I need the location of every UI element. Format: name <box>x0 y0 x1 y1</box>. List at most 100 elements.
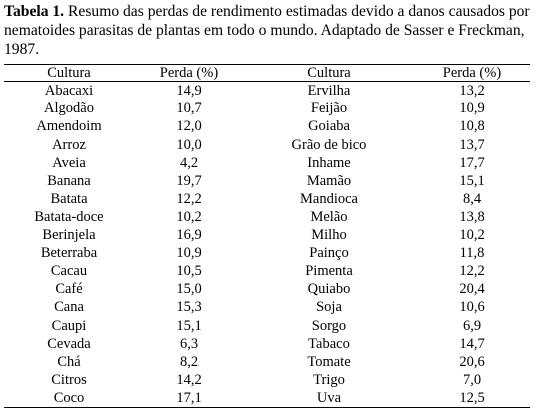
table-row: Café 15,0 Quiabo 20,4 <box>4 281 530 299</box>
loss-cell: 4,2 <box>179 154 199 171</box>
caption-label: Tabela 1. <box>4 3 65 20</box>
table-row: Abacaxi 14,9 Ervilha 13,2 <box>4 82 530 100</box>
loss-cell: 10,7 <box>176 100 202 117</box>
table-row: Cevada 6,3 Tabaco 14,7 <box>4 335 530 353</box>
crop-cell: Chá <box>57 353 81 370</box>
loss-cell: 10,0 <box>176 136 202 153</box>
crop-cell: Caupi <box>51 317 87 334</box>
header-cell: Perda (%) <box>159 64 219 81</box>
header-cell: Perda (%) <box>442 64 502 81</box>
crop-cell: Café <box>55 281 83 298</box>
table-row: Amendoim 12,0 Goiaba 10,8 <box>4 118 530 136</box>
table-row: Coco 17,1 Uva 12,5 <box>4 389 530 408</box>
table-row: Chá 8,2 Tomate 20,6 <box>4 353 530 371</box>
header-row: Cultura Perda (%) Cultura Perda (%) <box>4 64 530 82</box>
loss-cell: 7,0 <box>462 371 482 388</box>
loss-cell: 11,8 <box>459 245 485 262</box>
crop-cell: Tabaco <box>308 335 350 352</box>
crop-cell: Cana <box>54 299 84 316</box>
crop-cell: Citros <box>51 371 87 388</box>
loss-cell: 15,1 <box>176 317 202 334</box>
crop-cell: Ervilha <box>307 82 351 99</box>
crop-cell: Cevada <box>47 335 91 352</box>
loss-cell: 13,8 <box>459 208 485 225</box>
crop-cell: Sorgo <box>311 317 347 334</box>
loss-cell: 13,2 <box>459 82 485 99</box>
loss-cell: 15,1 <box>459 172 485 189</box>
loss-cell: 12,0 <box>176 118 202 135</box>
loss-cell: 6,3 <box>179 335 199 352</box>
loss-cell: 14,7 <box>459 335 485 352</box>
table-row: Caupi 15,1 Sorgo 6,9 <box>4 317 530 335</box>
crop-cell: Trigo <box>313 371 345 388</box>
loss-cell: 17,7 <box>459 154 485 171</box>
loss-cell: 12,2 <box>176 190 202 207</box>
crop-cell: Feijão <box>310 100 348 117</box>
loss-cell: 15,3 <box>176 299 202 316</box>
table-row: Cana 15,3 Soja 10,6 <box>4 299 530 317</box>
crop-cell: Tomate <box>307 353 351 370</box>
crop-cell: Melão <box>310 208 348 225</box>
crop-cell: Abacaxi <box>44 82 94 99</box>
crop-cell: Algodão <box>44 100 94 117</box>
caption-text: Resumo das perdas de rendimento estimada… <box>4 3 530 58</box>
header-cell: Cultura <box>307 64 351 81</box>
crop-cell: Aveia <box>52 154 86 171</box>
loss-cell: 12,5 <box>459 389 485 406</box>
crop-cell: Pimenta <box>305 263 353 280</box>
crop-cell: Soja <box>316 299 342 316</box>
crop-cell: Cacau <box>50 263 88 280</box>
loss-cell: 12,2 <box>459 263 485 280</box>
table-row: Citros 14,2 Trigo 7,0 <box>4 371 530 389</box>
loss-cell: 17,1 <box>176 389 202 406</box>
crop-cell: Banana <box>47 172 91 189</box>
loss-cell: 13,7 <box>459 136 485 153</box>
table-row: Batata-doce 10,2 Melão 13,8 <box>4 208 530 226</box>
loss-cell: 6,9 <box>462 317 482 334</box>
table-row: Beterraba 10,9 Painço 11,8 <box>4 244 530 262</box>
crop-cell: Milho <box>311 227 347 244</box>
crop-cell: Painço <box>309 245 349 262</box>
loss-cell: 10,8 <box>459 118 485 135</box>
crop-cell: Arroz <box>52 136 86 153</box>
crop-cell: Goiaba <box>308 118 350 135</box>
loss-cell: 8,2 <box>179 353 199 370</box>
table-row: Arroz 10,0 Grão de bico 13,7 <box>4 136 530 154</box>
loss-cell: 10,6 <box>459 299 485 316</box>
table-row: Banana 19,7 Mamão 15,1 <box>4 172 530 190</box>
crop-cell: Mamão <box>306 172 352 189</box>
loss-cell: 20,6 <box>459 353 485 370</box>
table-header: Cultura Perda (%) Cultura Perda (%) <box>4 64 530 82</box>
loss-cell: 20,4 <box>459 281 485 298</box>
table-row: Batata 12,2 Mandioca 8,4 <box>4 190 530 208</box>
crop-cell: Batata-doce <box>34 208 104 225</box>
crop-cell: Amendoim <box>36 118 102 135</box>
caption: Tabela 1. Resumo das perdas de rendiment… <box>4 2 532 59</box>
loss-cell: 8,4 <box>462 190 482 207</box>
crop-cell: Beterraba <box>40 245 98 262</box>
loss-cell: 14,2 <box>176 371 202 388</box>
crop-cell: Inhame <box>307 154 351 171</box>
loss-cell: 10,9 <box>176 245 202 262</box>
crop-cell: Berinjela <box>42 227 96 244</box>
table-row: Aveia 4,2 Inhame 17,7 <box>4 154 530 172</box>
crop-cell: Coco <box>53 389 85 406</box>
loss-cell: 16,9 <box>176 227 202 244</box>
crop-cell: Grão de bico <box>291 136 367 153</box>
crop-cell: Mandioca <box>300 190 358 207</box>
loss-cell: 10,5 <box>176 263 202 280</box>
table-body: Abacaxi 14,9 Ervilha 13,2 Algodão 10,7 Feijão 1… <box>4 82 530 408</box>
loss-cell: 10,2 <box>459 227 485 244</box>
loss-cell: 19,7 <box>176 172 202 189</box>
loss-cell: 10,9 <box>459 100 485 117</box>
crop-cell: Uva <box>316 389 342 406</box>
table: Cultura Perda (%) Cultura Perda (%) Abacaxi… <box>4 64 530 408</box>
loss-cell: 15,0 <box>176 281 202 298</box>
header-cell: Cultura <box>47 64 91 81</box>
loss-cell: 14,9 <box>176 82 202 99</box>
loss-cell: 10,2 <box>176 208 202 225</box>
table-row: Berinjela 16,9 Milho 10,2 <box>4 226 530 244</box>
table-row: Algodão 10,7 Feijão 10,9 <box>4 100 530 118</box>
crop-cell: Quiabo <box>307 281 351 298</box>
